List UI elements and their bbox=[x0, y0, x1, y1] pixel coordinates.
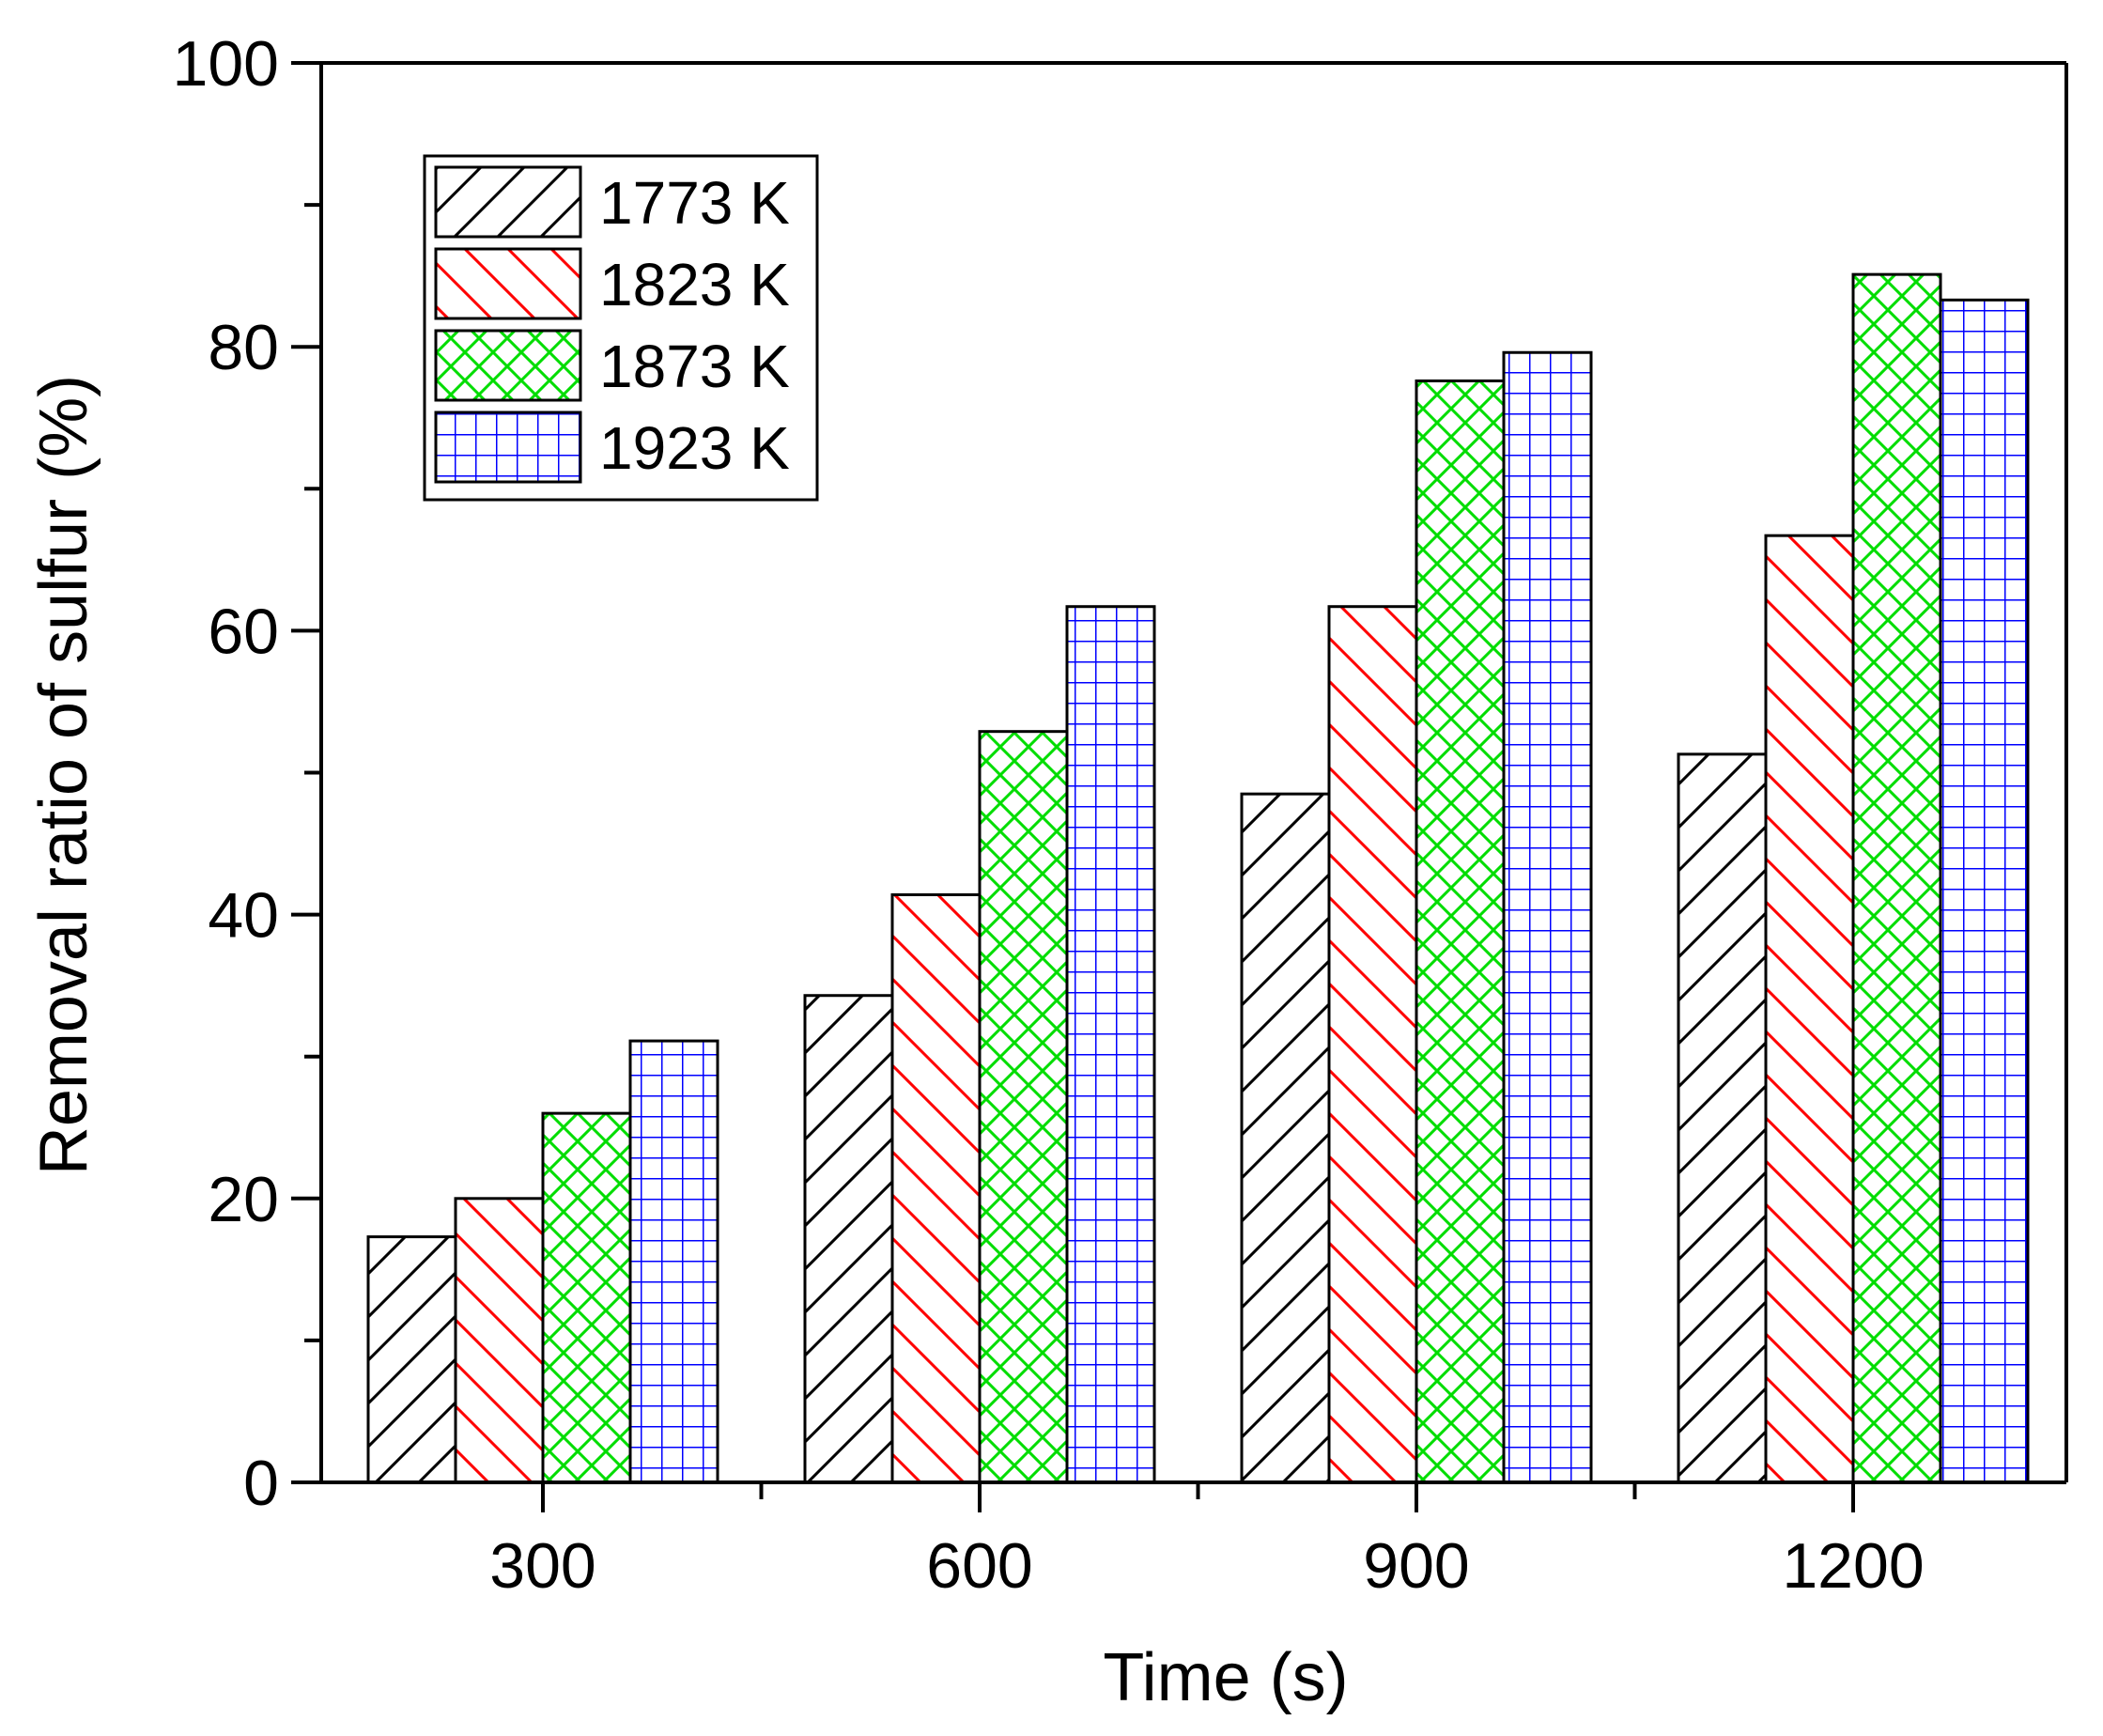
bar-1773k-600 bbox=[803, 994, 894, 1484]
bar-1923k-300 bbox=[628, 1039, 719, 1484]
legend-swatch bbox=[434, 247, 582, 320]
x-tick-label: 900 bbox=[1363, 1530, 1469, 1602]
bar-1873k-300 bbox=[541, 1111, 632, 1484]
y-tick-label: 20 bbox=[208, 1164, 279, 1235]
bar-1823k-600 bbox=[890, 892, 982, 1484]
x-tick-label: 300 bbox=[489, 1530, 595, 1602]
legend-label: 1773 K bbox=[599, 169, 790, 237]
bars-layer bbox=[366, 272, 2030, 1484]
y-tick-label: 60 bbox=[208, 596, 279, 667]
y-tick-label: 0 bbox=[243, 1448, 279, 1519]
y-tick-label: 40 bbox=[208, 880, 279, 952]
bar-1923k-1200 bbox=[1939, 298, 2030, 1484]
legend-swatch bbox=[434, 411, 582, 484]
bar-1823k-1200 bbox=[1764, 534, 1855, 1484]
bar-1873k-900 bbox=[1415, 379, 1506, 1484]
legend: 1773 K 1823 K 1873 K 1923 K bbox=[423, 154, 819, 502]
y-axis-title: Removal ratio of sulfur (%) bbox=[26, 375, 101, 1175]
x-tick-label: 600 bbox=[926, 1530, 1032, 1602]
legend-label: 1923 K bbox=[599, 414, 790, 482]
y-tick-label: 100 bbox=[173, 28, 279, 100]
bar-1773k-1200 bbox=[1677, 752, 1768, 1484]
bar-1773k-900 bbox=[1240, 792, 1331, 1484]
y-tick-label: 80 bbox=[208, 312, 279, 383]
legend-swatch bbox=[434, 329, 582, 402]
bar-1923k-900 bbox=[1502, 350, 1593, 1484]
legend-label: 1823 K bbox=[599, 251, 790, 318]
bar-1873k-600 bbox=[978, 730, 1069, 1484]
bar-1923k-600 bbox=[1065, 605, 1156, 1484]
legend-label: 1873 K bbox=[599, 333, 790, 400]
x-axis-title: Time (s) bbox=[1103, 1640, 1348, 1715]
legend-swatch bbox=[434, 165, 582, 239]
bar-1773k-300 bbox=[366, 1235, 457, 1484]
x-tick-label: 1200 bbox=[1782, 1530, 1924, 1602]
bar-1873k-1200 bbox=[1851, 272, 1942, 1484]
bar-1823k-300 bbox=[454, 1197, 545, 1484]
axes-layer: 0 20 40 60 80 100 300 600 900 1200 bbox=[173, 28, 2068, 1602]
bar-1823k-900 bbox=[1327, 605, 1418, 1484]
